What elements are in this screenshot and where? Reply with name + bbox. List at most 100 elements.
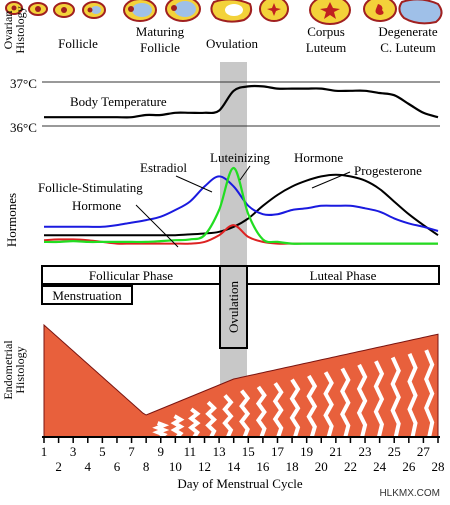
x-tick-label: 1 (41, 444, 48, 459)
temperature-tick-37: 37°C (10, 76, 37, 91)
x-tick-label: 26 (402, 459, 416, 474)
lh-series-line (43, 166, 438, 245)
stage-degenerate-label-1: Degenerate (378, 24, 437, 39)
temperature-label: Body Temperature (70, 94, 167, 109)
x-tick-label: 10 (169, 459, 182, 474)
x-tick-label: 7 (128, 444, 135, 459)
ovary-icon-degenerate (398, 0, 443, 25)
gland (170, 414, 185, 439)
estradiol-pointer (175, 175, 213, 193)
lh-pointer (239, 165, 251, 181)
menstruation-box (41, 285, 133, 305)
gland (222, 394, 234, 438)
stage-corpus-label-2: Luteum (306, 40, 346, 55)
gland (272, 382, 284, 438)
fsh-label-2: Hormone (72, 198, 121, 213)
gland (152, 421, 170, 439)
ovulation-band (220, 62, 247, 437)
x-tick-label: 4 (85, 459, 92, 474)
hormones-axis-label: Hormones (4, 193, 19, 247)
x-axis-even-labels: 2 4 6 8 10 12 14 16 18 20 22 24 26 28 (55, 459, 444, 474)
stage-maturing-label-1: Maturing (136, 24, 185, 39)
gland (390, 356, 401, 438)
stage-corpus-label-1: Corpus (307, 24, 345, 39)
ovary-icon-ovulation (210, 0, 253, 23)
x-tick-label: 28 (432, 459, 445, 474)
estradiol-label: Estradiol (140, 160, 187, 175)
x-axis-title: Day of Menstrual Cycle (177, 476, 303, 491)
gland (306, 374, 318, 438)
progesterone-label: Progesterone (354, 163, 422, 178)
stage-ovulation-label: Ovulation (206, 36, 258, 51)
ovary-icons (5, 0, 443, 25)
watermark: HLKMX.COM (379, 488, 440, 499)
endometrial-histology-label-2: Histology (13, 346, 27, 393)
ovary-icon-maturing-follicle-2 (165, 0, 201, 22)
temperature-series-line (43, 84, 439, 119)
ovulation-phase-box (219, 265, 248, 349)
stage-degenerate-label-2: C. Luteum (380, 40, 436, 55)
x-tick-label: 11 (184, 444, 197, 459)
gland (239, 389, 251, 438)
x-tick-label: 13 (213, 444, 226, 459)
gland (188, 407, 201, 439)
x-tick-label: 14 (227, 459, 241, 474)
gland (356, 363, 368, 438)
luteal-phase-label: Luteal Phase (310, 268, 377, 283)
ovarian-histology-label-1: Ovarian (1, 11, 15, 50)
gland (289, 378, 301, 438)
x-tick-label: 25 (388, 444, 401, 459)
x-tick-label: 27 (417, 444, 431, 459)
x-tick-label: 9 (157, 444, 164, 459)
x-axis-ticks (43, 437, 439, 443)
gland (407, 353, 418, 438)
x-tick-label: 24 (373, 459, 387, 474)
stage-maturing-label-2: Follicle (140, 40, 180, 55)
ovary-icon-corpus-luteum-3 (363, 0, 397, 22)
x-tick-label: 23 (359, 444, 372, 459)
progesterone-series-line (44, 173, 439, 237)
estradiol-series-line (44, 175, 439, 232)
lh-label-1: Luteinizing (210, 150, 270, 165)
x-tick-label: 6 (114, 459, 121, 474)
gland (424, 349, 435, 438)
x-tick-label: 15 (242, 444, 255, 459)
gland (373, 360, 385, 438)
ovary-icon-follicle-4 (82, 1, 106, 19)
x-tick-label: 22 (344, 459, 357, 474)
x-tick-label: 2 (55, 459, 62, 474)
ovary-icon-maturing-follicle (123, 0, 157, 22)
ovary-icon-corpus-luteum-1 (259, 0, 289, 22)
x-tick-label: 5 (99, 444, 106, 459)
temperature-tick-36: 36°C (10, 120, 37, 135)
lh-label-2: Hormone (294, 150, 343, 165)
fsh-pointer (135, 204, 179, 248)
endometrium-layer (43, 323, 439, 438)
x-tick-label: 20 (315, 459, 328, 474)
ovary-icon-follicle-3 (53, 2, 75, 18)
x-tick-label: 18 (286, 459, 299, 474)
menstruation-label: Menstruation (52, 288, 122, 303)
x-tick-label: 19 (300, 444, 313, 459)
x-tick-label: 8 (143, 459, 150, 474)
ovary-icon-follicle-1 (5, 1, 23, 15)
x-axis-odd-labels: 1 3 5 7 9 11 13 15 17 19 21 23 25 27 (41, 444, 431, 459)
x-tick-label: 21 (329, 444, 342, 459)
endometrial-histology-label-1: Endometrial (1, 340, 15, 400)
endometrial-glands (152, 349, 435, 439)
fsh-label-1: Follicle-Stimulating (38, 180, 143, 195)
gland (340, 367, 351, 438)
gland (255, 385, 267, 438)
progesterone-pointer (311, 171, 351, 189)
stage-follicle-label: Follicle (58, 36, 98, 51)
gland (323, 371, 334, 438)
gland (205, 400, 217, 438)
x-tick-label: 12 (198, 459, 211, 474)
ovarian-histology-label-2: Histology (13, 6, 27, 53)
x-tick-label: 3 (70, 444, 77, 459)
follicular-phase-label: Follicular Phase (89, 268, 173, 283)
ovary-icon-corpus-luteum-2 (309, 0, 351, 25)
x-tick-label: 16 (256, 459, 270, 474)
